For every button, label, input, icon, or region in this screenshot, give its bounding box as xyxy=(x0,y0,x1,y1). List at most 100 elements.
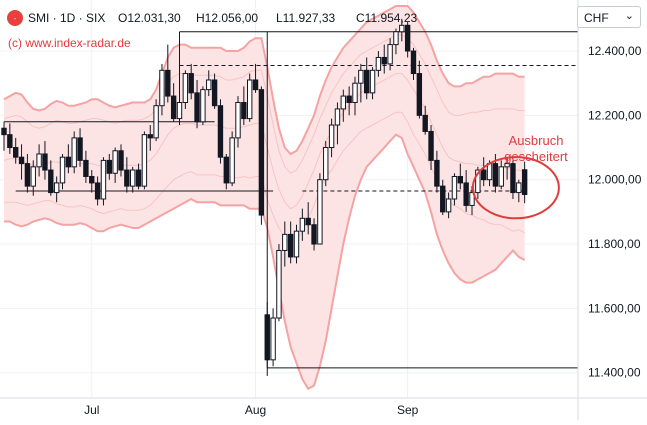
candle-body xyxy=(492,163,499,187)
logo-icon[interactable] xyxy=(7,10,23,26)
candle xyxy=(323,141,329,187)
band-line-middle xyxy=(3,73,525,210)
candle-body xyxy=(282,233,288,251)
candle-body xyxy=(165,69,171,97)
candle xyxy=(42,141,48,180)
candle xyxy=(241,86,247,126)
y-tick-label: 11.600,00 xyxy=(588,301,641,315)
candle xyxy=(200,86,206,126)
candle xyxy=(299,208,306,241)
candle xyxy=(59,153,66,190)
candle xyxy=(135,163,142,190)
candle-body xyxy=(106,159,112,174)
candle-body xyxy=(130,169,136,187)
candle-body xyxy=(440,185,446,213)
y-tick-label: 12.000,00 xyxy=(588,173,642,187)
candle-body xyxy=(375,56,382,71)
ohlc-values: O12.031,30 H12.056,00 L11.927,33 C11.954,23 xyxy=(118,11,417,25)
candle xyxy=(358,63,364,103)
candle-body xyxy=(451,175,458,200)
candle-body xyxy=(457,175,464,184)
y-tick-label: 11.400,00 xyxy=(588,366,641,380)
candle-body xyxy=(323,147,329,181)
y-tick-label: 12.200,00 xyxy=(588,108,642,122)
candle xyxy=(182,70,189,109)
candle-body xyxy=(486,163,493,181)
candle xyxy=(328,118,335,158)
candle-body xyxy=(387,44,393,65)
candle xyxy=(422,105,428,135)
candle-body xyxy=(422,114,428,132)
candle xyxy=(282,221,288,267)
candle xyxy=(36,144,42,177)
currency-label: CHF xyxy=(584,11,609,25)
candle xyxy=(346,86,352,116)
candle-body xyxy=(317,179,323,245)
candle-body xyxy=(258,89,265,216)
candle xyxy=(410,47,417,80)
candle-body xyxy=(112,150,118,174)
candle xyxy=(217,99,224,164)
candle-body xyxy=(77,137,83,161)
candle xyxy=(77,128,83,167)
candle-body xyxy=(276,249,282,319)
candle xyxy=(481,157,487,187)
candle xyxy=(375,51,382,77)
candle xyxy=(287,221,294,264)
candle-body xyxy=(399,24,405,33)
candle-body xyxy=(141,134,148,187)
chevron-down-icon: ⌄ xyxy=(624,10,634,22)
candle-body xyxy=(416,73,423,116)
candle xyxy=(65,144,72,174)
candle-body xyxy=(211,79,218,107)
bollinger-bands xyxy=(3,5,526,391)
candle xyxy=(130,166,136,193)
candle-body xyxy=(328,124,335,149)
candle-body xyxy=(428,130,434,161)
annotation-ellipse xyxy=(471,156,560,220)
x-tick-label: Jul xyxy=(84,403,99,417)
candle-body xyxy=(182,73,189,104)
candle xyxy=(83,150,89,183)
candle-body xyxy=(381,56,387,65)
candle xyxy=(334,102,341,145)
candle xyxy=(176,96,183,126)
candle-body xyxy=(194,92,200,123)
candle-body xyxy=(481,169,487,181)
candle xyxy=(7,123,13,154)
candle xyxy=(188,63,194,100)
candle xyxy=(387,38,393,71)
candle-body xyxy=(94,182,101,200)
candles xyxy=(1,18,528,376)
candle-body xyxy=(30,166,36,187)
candle-body xyxy=(340,95,347,110)
candle-body xyxy=(410,50,417,75)
candle xyxy=(71,131,77,174)
candle xyxy=(13,137,19,164)
header-bar: - SMI · 1D · SIX O12.031,30 H12.056,00 L11… xyxy=(7,10,417,26)
candle-body xyxy=(264,314,270,361)
currency-selector[interactable]: CHF ⌄ xyxy=(577,6,641,28)
candle-body xyxy=(334,108,341,126)
candle-body xyxy=(434,159,440,187)
candle-body xyxy=(293,230,300,258)
symbol-title[interactable]: SMI · 1D · SIX xyxy=(28,11,105,25)
candle xyxy=(445,192,452,219)
candle-body xyxy=(287,233,294,258)
candle-body xyxy=(299,217,306,232)
candle xyxy=(440,179,446,216)
candle xyxy=(18,144,25,180)
candle-body xyxy=(223,156,230,184)
candle xyxy=(364,57,370,100)
ohlc-o: O12.031,30 xyxy=(118,11,181,25)
candle-body xyxy=(241,102,247,120)
credit-text: (c) www.index-radar.de xyxy=(8,36,131,50)
candle-body xyxy=(159,69,165,107)
ohlc-l: L11.927,33 xyxy=(276,11,335,25)
candle-body xyxy=(65,156,72,168)
candle-body xyxy=(135,169,142,187)
